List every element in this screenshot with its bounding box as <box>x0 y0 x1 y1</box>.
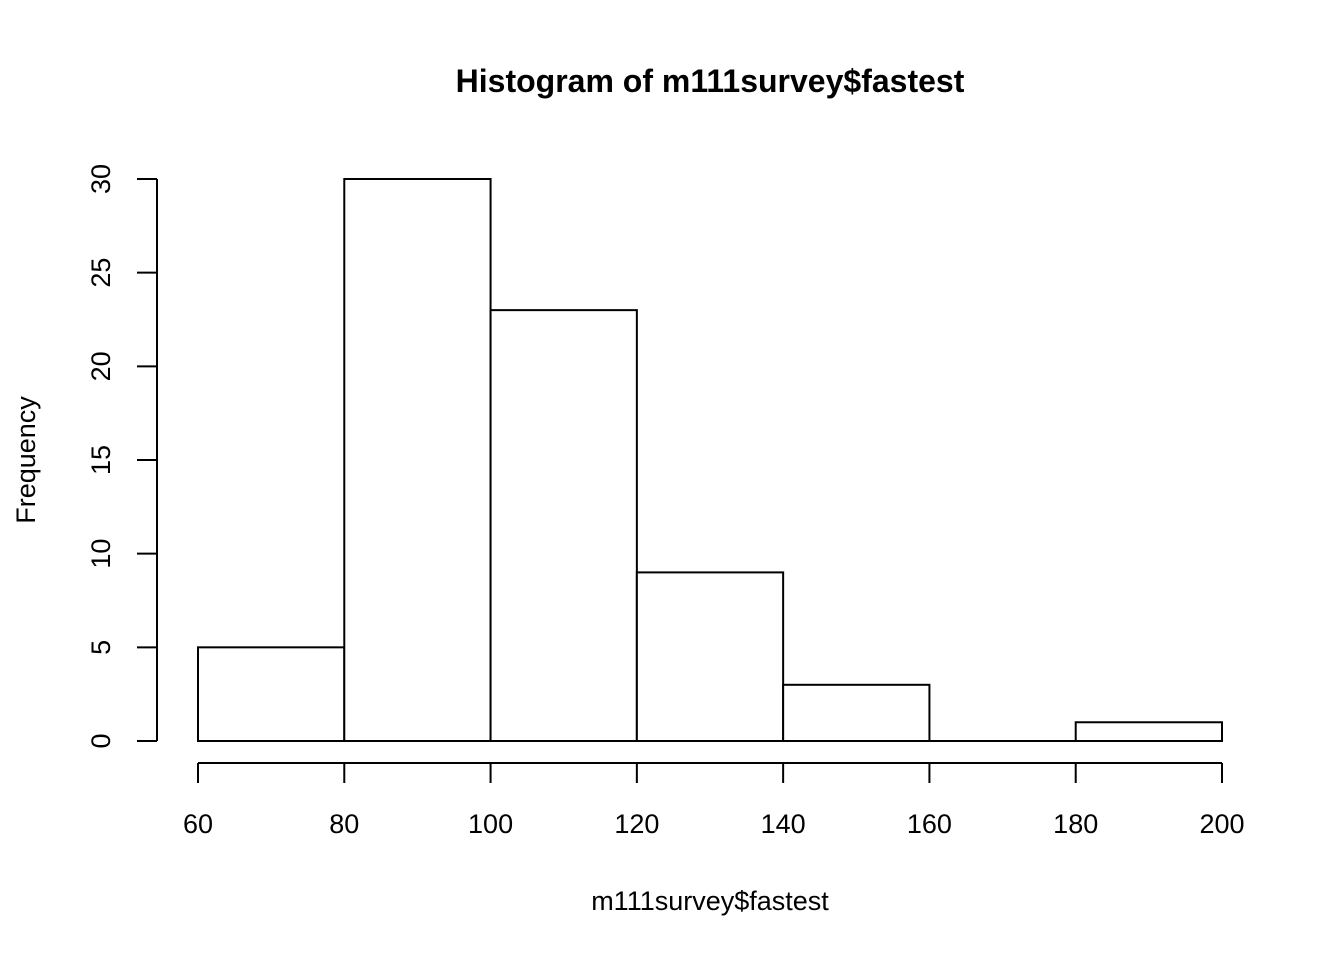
y-tick-label: 20 <box>86 351 116 381</box>
x-tick-label: 60 <box>183 809 213 839</box>
x-tick-label: 80 <box>329 809 359 839</box>
y-tick-label: 15 <box>86 445 116 475</box>
y-axis-label: Frequency <box>11 396 41 524</box>
y-axis: 0 5 10 15 20 25 30 <box>86 164 158 749</box>
x-tick-label: 120 <box>614 809 659 839</box>
chart-title: Histogram of m111survey$fastest <box>456 63 965 99</box>
histogram-bar <box>782 683 931 742</box>
y-tick-label: 25 <box>86 258 116 288</box>
histogram-bar <box>489 309 638 742</box>
x-tick-label: 160 <box>907 809 952 839</box>
x-axis: 60 80 100 120 140 160 180 200 <box>183 762 1245 839</box>
histogram-bar <box>343 178 492 742</box>
bars-group <box>197 178 1223 743</box>
histogram-bar <box>1074 721 1223 742</box>
x-axis-label: m111survey$fastest <box>591 886 829 916</box>
x-tick-label: 100 <box>468 809 513 839</box>
histogram-bar <box>635 571 785 743</box>
x-tick-label: 200 <box>1199 809 1244 839</box>
y-tick-label: 30 <box>86 164 116 194</box>
histogram-bar <box>197 646 346 742</box>
y-tick-label: 10 <box>86 539 116 569</box>
x-tick-label: 180 <box>1053 809 1098 839</box>
y-tick-label: 0 <box>86 733 116 748</box>
y-tick-label: 5 <box>86 640 116 655</box>
x-tick-label: 140 <box>761 809 806 839</box>
